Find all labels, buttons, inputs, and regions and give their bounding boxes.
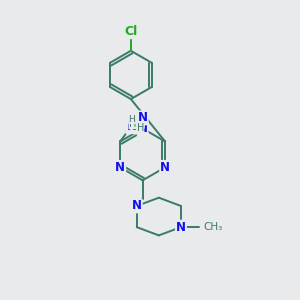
Text: H: H bbox=[129, 115, 135, 124]
Text: N: N bbox=[126, 120, 136, 133]
Text: Cl: Cl bbox=[124, 25, 137, 38]
Text: N: N bbox=[132, 200, 142, 212]
Text: CH₃: CH₃ bbox=[203, 222, 222, 232]
Text: N: N bbox=[160, 161, 170, 174]
Text: H: H bbox=[136, 123, 144, 133]
Text: H: H bbox=[129, 119, 136, 129]
Text: N: N bbox=[138, 111, 148, 124]
Text: N: N bbox=[176, 220, 186, 234]
Text: N: N bbox=[138, 122, 148, 135]
Text: N: N bbox=[115, 161, 125, 174]
